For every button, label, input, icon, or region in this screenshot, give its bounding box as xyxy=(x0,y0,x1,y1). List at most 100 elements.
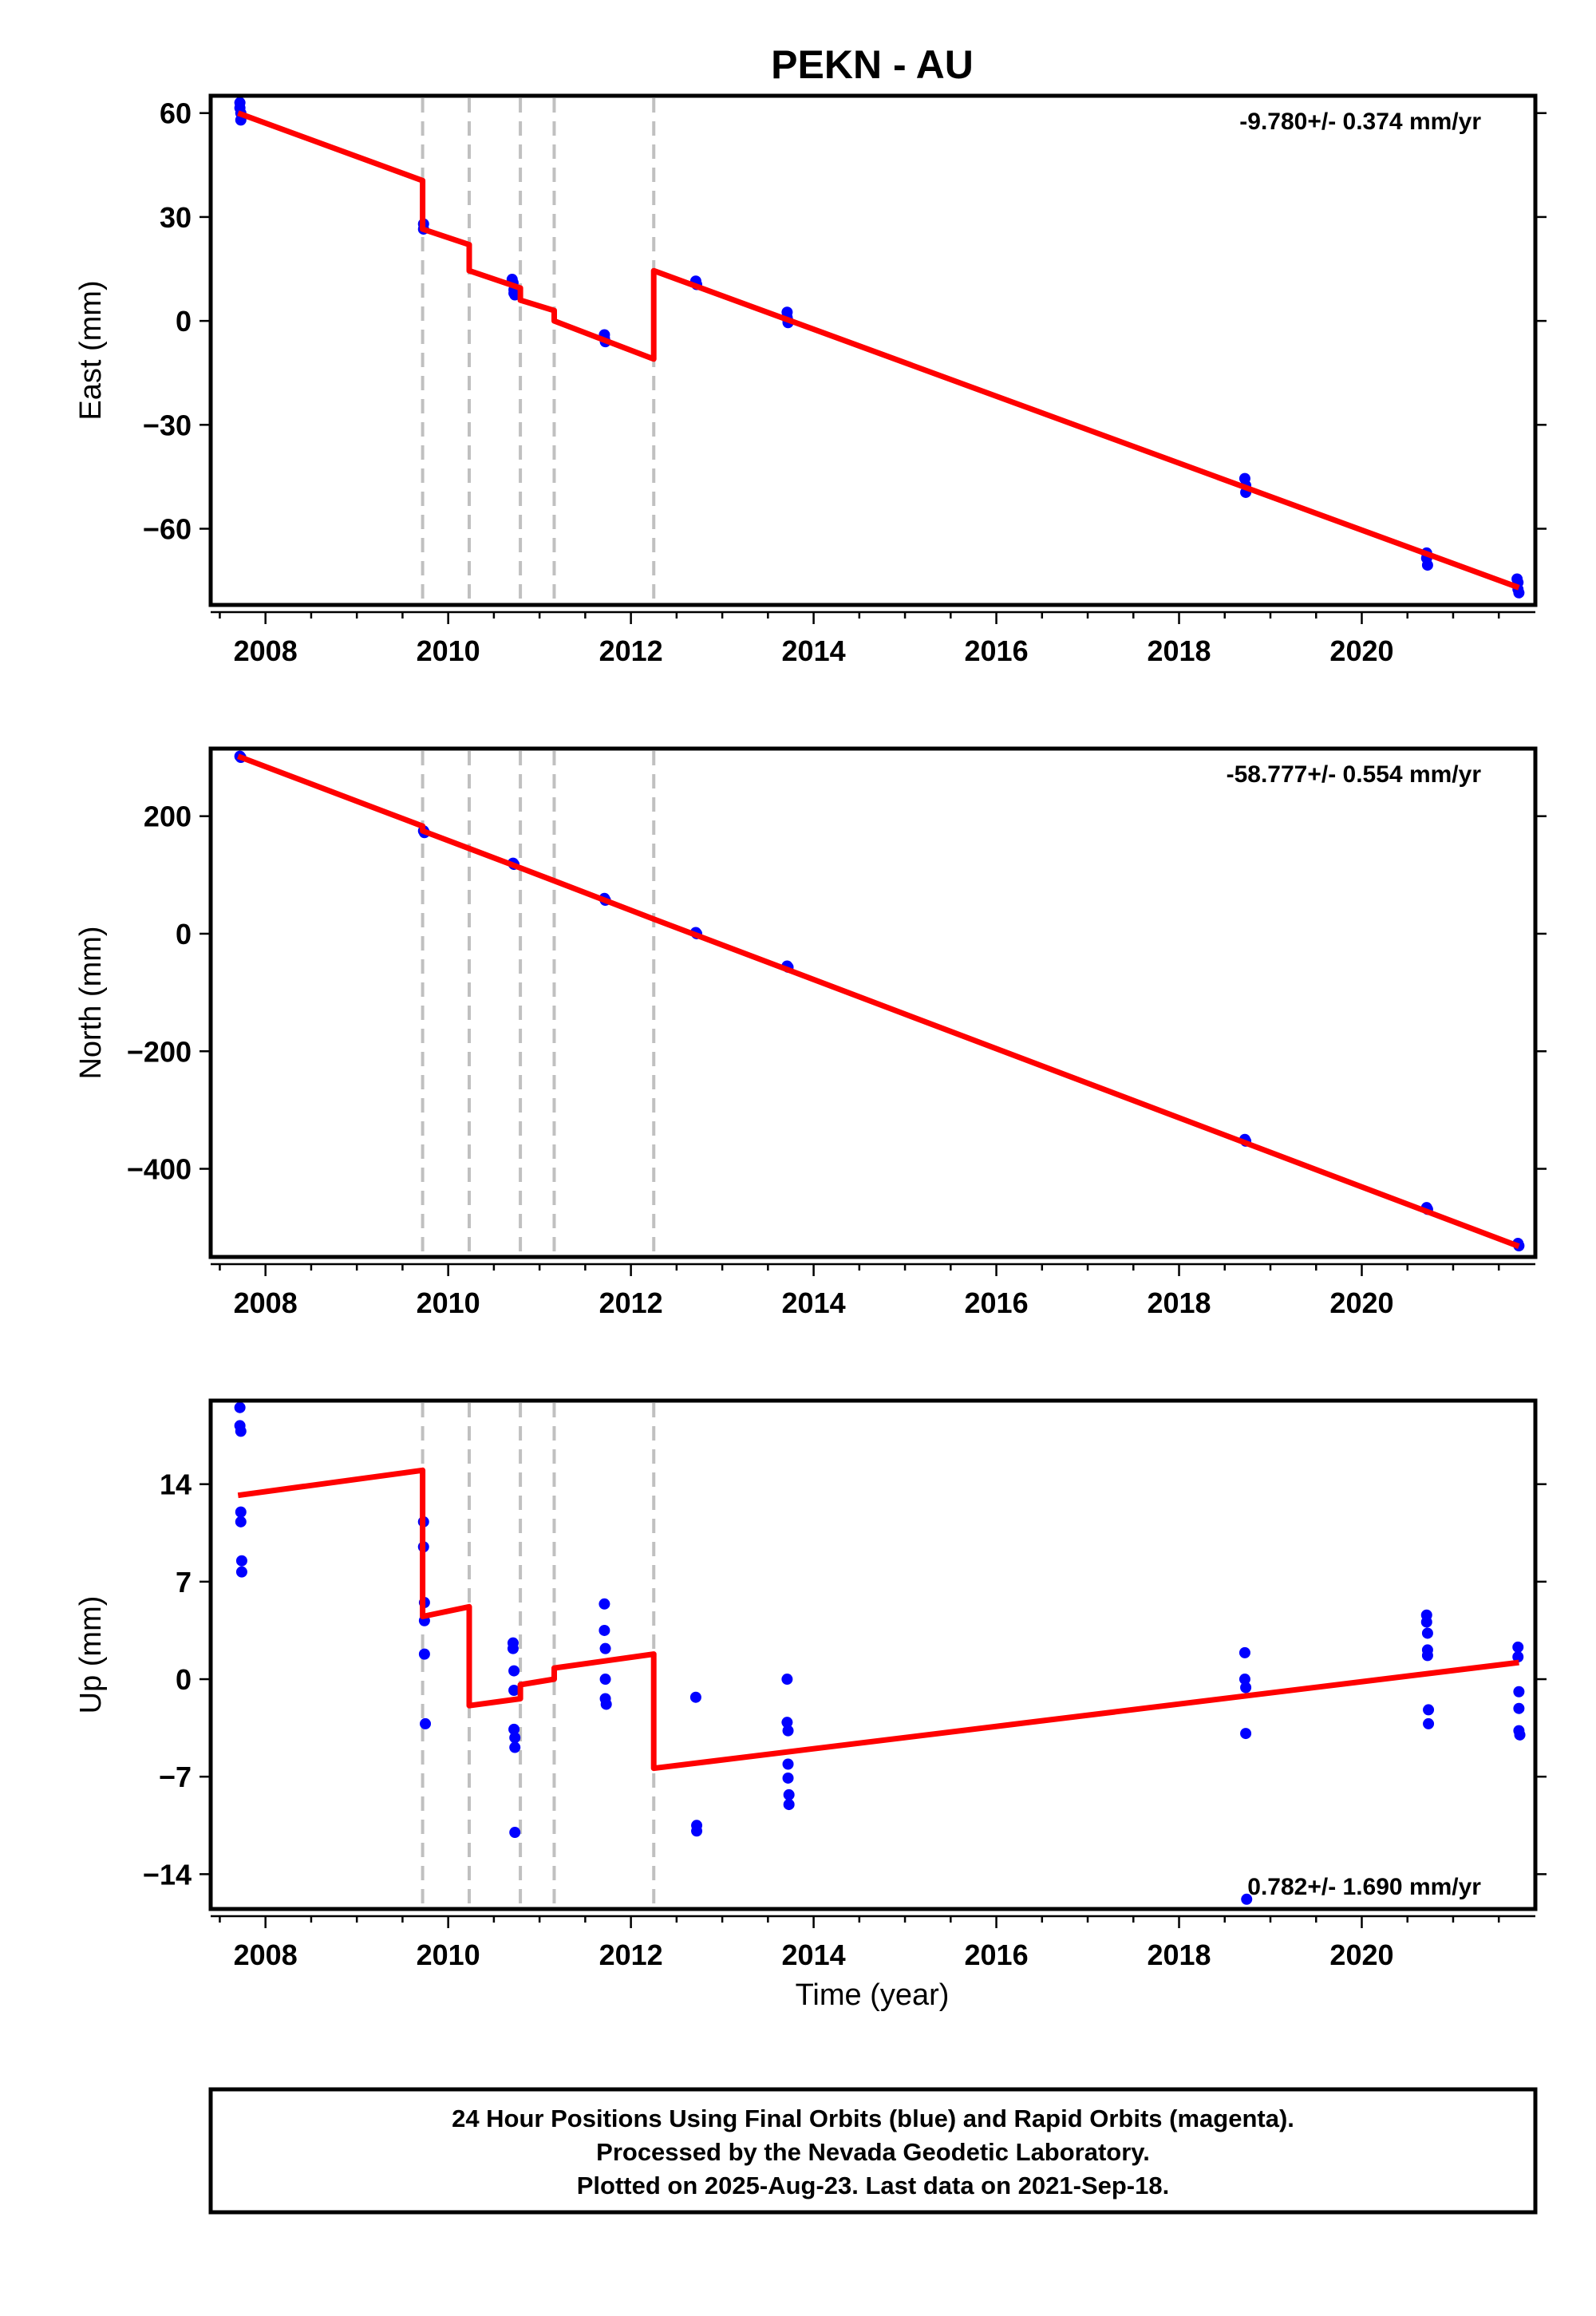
north-model-line xyxy=(237,753,1520,1249)
up-data-point-38 xyxy=(1238,1674,1250,1686)
east-y-tick-label-0: 60 xyxy=(160,97,192,130)
north-y-tick-label-3: −400 xyxy=(127,1153,192,1186)
east-y-tick-label-1: 30 xyxy=(160,201,192,234)
up-data-point-31 xyxy=(781,1717,793,1729)
up-x-tick-label-2018: 2018 xyxy=(1147,1939,1211,1971)
up-data-point-40 xyxy=(1240,1728,1252,1740)
north-y-tick-label-0: 200 xyxy=(144,800,192,833)
up-data-point-22 xyxy=(598,1624,610,1636)
up-x-tick-label-2020: 2020 xyxy=(1329,1939,1393,1971)
up-y-axis-label: Up (mm) xyxy=(74,1596,108,1714)
up-data-point-36 xyxy=(783,1799,795,1811)
up-data-point-52 xyxy=(1513,1702,1525,1714)
footer-line-2: Processed by the Nevada Geodetic Laborat… xyxy=(596,2138,1150,2166)
up-data-point-27 xyxy=(689,1691,701,1703)
up-data-point-2 xyxy=(235,1425,247,1437)
up-data-point-0 xyxy=(234,1401,246,1413)
up-data-point-50 xyxy=(1512,1651,1524,1663)
up-y-tick-label-3: −7 xyxy=(159,1761,192,1793)
up-data-point-30 xyxy=(781,1674,793,1686)
north-y-tick-label-2: −200 xyxy=(127,1035,192,1068)
up-rate-label: 0.782+/- 1.690 mm/yr xyxy=(1247,1874,1481,1900)
up-data-point-16 xyxy=(508,1685,520,1697)
up-data-point-21 xyxy=(598,1598,610,1610)
east-panel: 2008 2010 2012 2014 2016 2018 2020 60 30 0 −30 −60 E… xyxy=(74,93,1547,667)
east-x-tick-label-2014: 2014 xyxy=(782,634,846,667)
east-model-line xyxy=(237,110,1520,591)
east-data-point-25 xyxy=(1421,559,1433,571)
north-x-tick-label-2018: 2018 xyxy=(1147,1286,1211,1319)
north-y-tick-label-1: 0 xyxy=(176,918,192,951)
up-x-tick-label-2008: 2008 xyxy=(234,1939,298,1971)
north-x-tick-label-2020: 2020 xyxy=(1329,1286,1393,1319)
east-y-tick-label-3: −30 xyxy=(143,409,192,441)
north-x-tick-label-2016: 2016 xyxy=(965,1286,1029,1319)
up-data-point-34 xyxy=(782,1772,794,1784)
up-data-point-35 xyxy=(783,1788,795,1800)
up-data-point-4 xyxy=(235,1516,247,1528)
up-data-point-18 xyxy=(509,1732,521,1744)
up-data-point-49 xyxy=(1512,1641,1524,1653)
up-data-point-47 xyxy=(1423,1704,1435,1716)
up-panel: 2008 2010 2012 2014 2016 2018 2020 14 7 0 −7 −14 Up … xyxy=(74,1398,1547,1971)
north-x-tick-label-2012: 2012 xyxy=(599,1286,663,1319)
up-data-point-14 xyxy=(507,1642,519,1654)
east-x-tick-label-2008: 2008 xyxy=(234,634,298,667)
x-axis-label: Time (year) xyxy=(796,1978,950,2012)
up-data-point-37 xyxy=(1238,1646,1250,1658)
up-data-point-32 xyxy=(782,1725,794,1737)
north-x-tick-label-2008: 2008 xyxy=(234,1286,298,1319)
east-x-tick-label-2012: 2012 xyxy=(599,634,663,667)
up-plot-frame xyxy=(208,1398,1538,1911)
east-y-tick-label-4: −60 xyxy=(143,513,192,546)
up-data-point-46 xyxy=(1421,1650,1433,1662)
up-data-point-41 xyxy=(1241,1893,1253,1905)
east-y-tick-label-2: 0 xyxy=(176,305,192,338)
up-data-point-54 xyxy=(1514,1729,1526,1741)
chart-title: PEKN - AU xyxy=(771,42,974,87)
up-x-tick-label-2010: 2010 xyxy=(417,1939,480,1971)
up-data-point-19 xyxy=(509,1741,521,1753)
north-plot-frame xyxy=(208,746,1538,1259)
east-data-point-29 xyxy=(1513,587,1525,599)
north-panel: 2008 2010 2012 2014 2016 2018 2020 200 0 −200 −400… xyxy=(74,746,1547,1319)
up-y-tick-label-4: −14 xyxy=(143,1858,192,1891)
up-data-point-39 xyxy=(1240,1682,1252,1694)
up-data-point-15 xyxy=(508,1665,520,1677)
up-data-point-44 xyxy=(1421,1627,1433,1639)
east-x-tick-label-2016: 2016 xyxy=(965,634,1029,667)
footer-line-1: 24 Hour Positions Using Final Orbits (bl… xyxy=(452,2105,1294,2132)
up-x-tick-label-2014: 2014 xyxy=(782,1939,846,1971)
east-x-tick-label-2018: 2018 xyxy=(1147,634,1211,667)
up-data-point-33 xyxy=(782,1758,794,1770)
east-x-tick-label-2010: 2010 xyxy=(417,634,480,667)
up-y-tick-label-0: 14 xyxy=(160,1468,192,1501)
up-data-point-29 xyxy=(691,1825,703,1837)
up-x-tick-label-2016: 2016 xyxy=(965,1939,1029,1971)
footer-box: 24 Hour Positions Using Final Orbits (bl… xyxy=(208,2087,1538,2215)
up-y-tick-label-1: 7 xyxy=(176,1566,192,1599)
east-plot-frame xyxy=(208,93,1538,607)
up-data-point-5 xyxy=(235,1555,247,1567)
up-x-tick-label-2012: 2012 xyxy=(599,1939,663,1971)
up-data-point-12 xyxy=(420,1717,432,1729)
up-data-point-26 xyxy=(600,1698,612,1710)
north-y-axis-label: North (mm) xyxy=(74,926,108,1079)
up-data-point-6 xyxy=(235,1566,247,1578)
north-x-tick-label-2010: 2010 xyxy=(417,1286,480,1319)
east-x-tick-label-2020: 2020 xyxy=(1329,634,1393,667)
north-rate-label: -58.777+/- 0.554 mm/yr xyxy=(1227,761,1482,788)
up-data-point-24 xyxy=(599,1674,611,1686)
up-data-point-17 xyxy=(508,1723,520,1735)
east-y-axis-label: East (mm) xyxy=(74,280,108,420)
up-data-point-11 xyxy=(418,1648,430,1660)
up-y-tick-label-2: 0 xyxy=(176,1663,192,1696)
up-data-point-51 xyxy=(1513,1686,1525,1697)
footer-line-3: Plotted on 2025-Aug-23. Last data on 202… xyxy=(577,2172,1169,2199)
footer-border xyxy=(208,2087,1538,2215)
up-data-point-20 xyxy=(509,1827,521,1839)
east-rate-label: -9.780+/- 0.374 mm/yr xyxy=(1239,109,1481,135)
up-model-line xyxy=(237,1467,1519,1772)
up-data-point-3 xyxy=(235,1506,247,1518)
